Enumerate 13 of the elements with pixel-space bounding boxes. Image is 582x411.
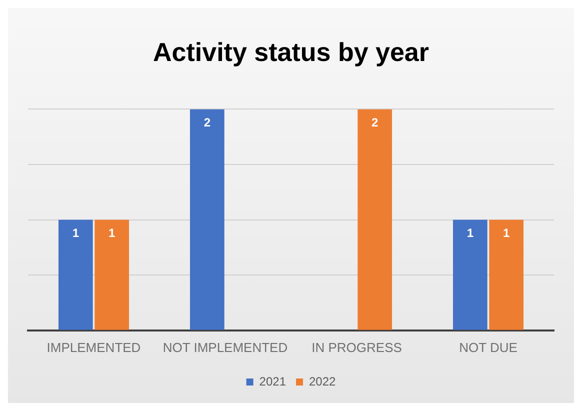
legend-label: 2021: [259, 374, 286, 388]
x-tick-label: IMPLEMENTED: [46, 340, 141, 355]
data-label: 1: [108, 226, 116, 240]
x-tick-label: IN PROGRESS: [312, 340, 402, 355]
chart-title: Activity status by year: [152, 36, 430, 67]
data-label: 2: [371, 116, 378, 130]
data-label: 1: [502, 226, 510, 240]
data-label: 2: [204, 116, 211, 130]
data-label: 1: [72, 226, 80, 240]
legend-label: 2022: [309, 374, 336, 388]
data-label: 1: [466, 226, 474, 240]
x-tick-label: NOT DUE: [459, 340, 518, 355]
x-tick-label: NOT IMPLEMENTED: [162, 340, 288, 355]
